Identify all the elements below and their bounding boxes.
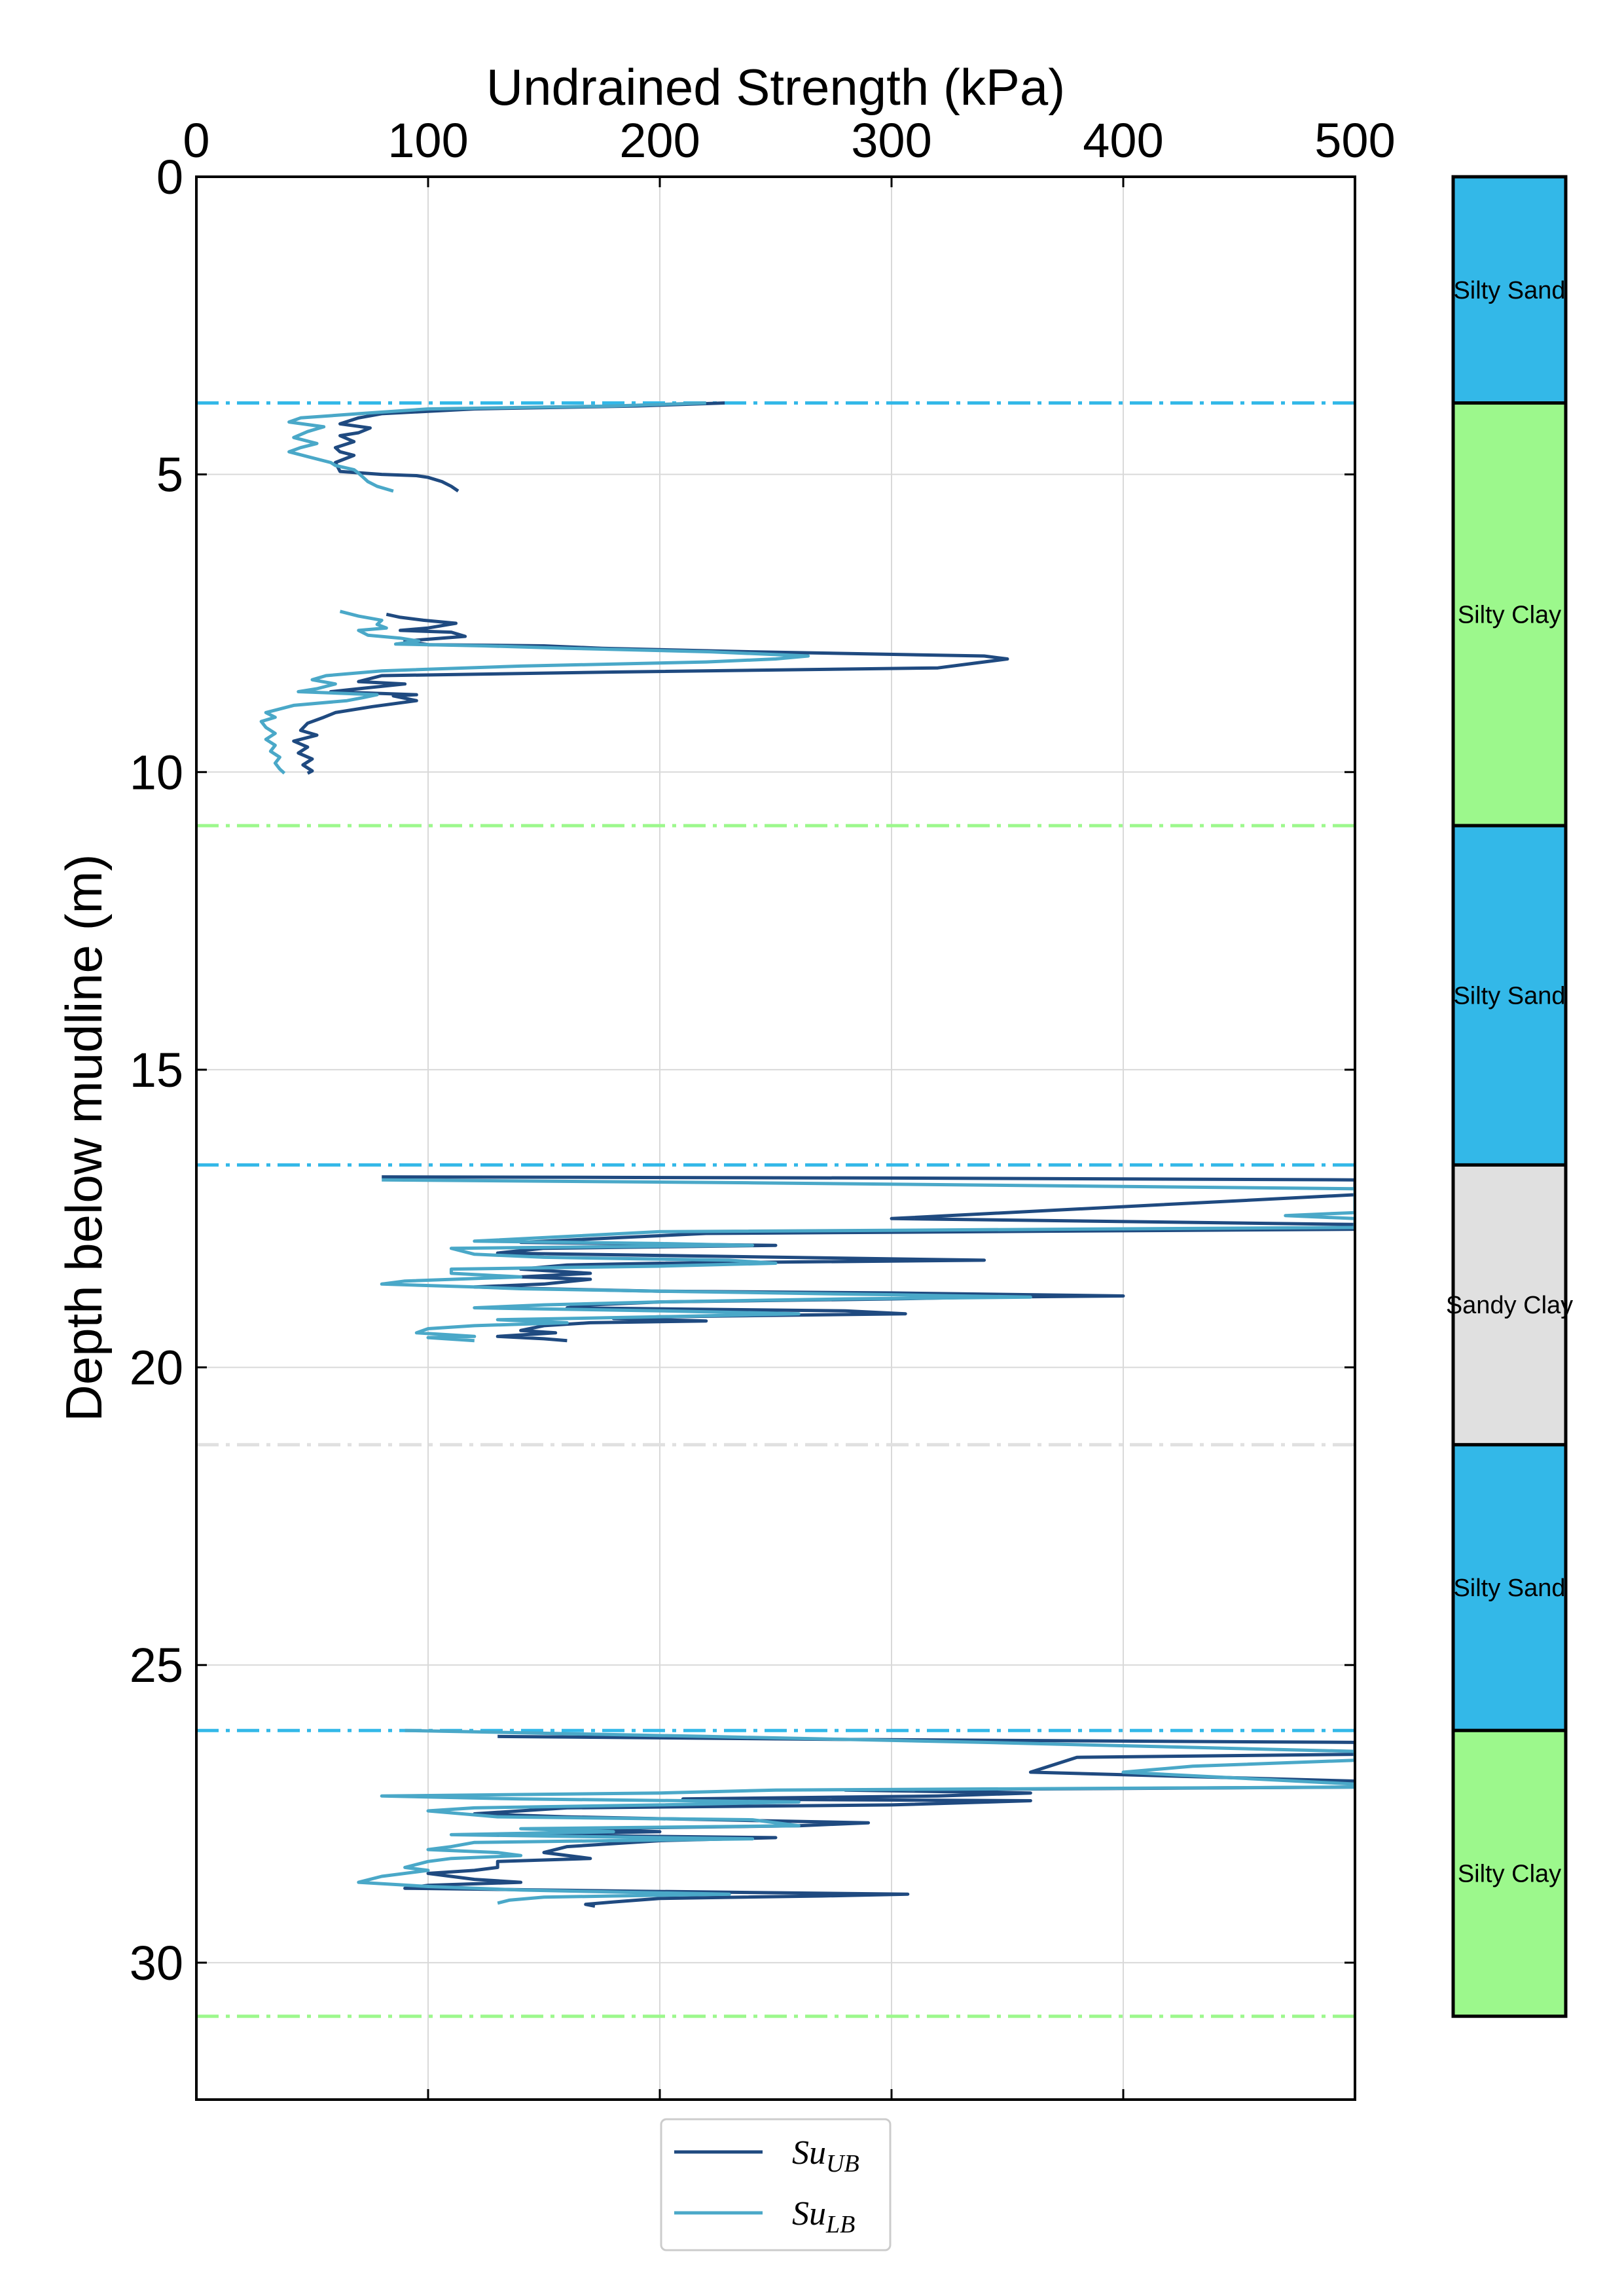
series-lb-line: [287, 401, 706, 493]
strat-layer-label: Sandy Clay: [1446, 1292, 1573, 1319]
y-tick-label: 5: [156, 448, 183, 502]
x-tick-label: 400: [1083, 113, 1163, 168]
legend-label-lb: SuLB: [792, 2195, 855, 2238]
y-tick-label: 25: [130, 1638, 183, 1692]
y-tick-label: 15: [130, 1043, 183, 1097]
series-lb-line: [357, 1728, 1355, 1905]
x-tick-label: 500: [1314, 113, 1395, 168]
grid: [196, 177, 1355, 2100]
y-tick-label: 10: [130, 745, 183, 799]
strat-layer-label: Silty Sand: [1453, 982, 1565, 1010]
y-tick-label: 0: [156, 150, 183, 204]
series-lb-line: [259, 610, 810, 774]
strat-layer-block: [1451, 1443, 1568, 1732]
strat-layer-block: [1451, 824, 1568, 1167]
y-axis-title: Depth below mudline (m): [55, 854, 113, 1421]
strat-layer-label: Silty Clay: [1458, 601, 1561, 629]
legend-label-ub: SuUB: [792, 2134, 859, 2178]
series-ub-line: [292, 612, 1009, 775]
legend-box: [660, 2118, 892, 2251]
x-tick-label: 300: [851, 113, 931, 168]
series-ub-line: [382, 1175, 1355, 1343]
series-lb-line: [380, 1178, 1355, 1343]
series-ub-line: [403, 1734, 1355, 1908]
strat-layer-label: Silty Clay: [1458, 1860, 1561, 1887]
layer-boundary-lines: [196, 401, 1355, 2018]
plot-frame: [195, 175, 1356, 2101]
series-ub-line: [333, 401, 725, 493]
x-tick-label: 0: [183, 113, 209, 168]
x-tick-label: 200: [619, 113, 700, 168]
x-tick-label: 100: [388, 113, 468, 168]
series-lines: [259, 401, 1355, 1908]
strat-layer-block: [1451, 1728, 1568, 2018]
strat-layer-label: Silty Sand: [1453, 1575, 1565, 1602]
legend: SuUB SuLB: [660, 2118, 892, 2251]
y-tick-label: 30: [130, 1936, 183, 1990]
x-axis-title: Undrained Strength (kPa): [486, 58, 1065, 116]
stratigraphy-column: Silty Sand Silty Clay Silty Sand Sandy Clay…: [1446, 175, 1573, 2018]
axis-ticks: 0 100 200 300 400 500 0 5 10 15 20 25 30: [130, 113, 1396, 2100]
y-tick-label: 20: [130, 1341, 183, 1395]
strat-layer-label: Silty Sand: [1453, 277, 1565, 304]
